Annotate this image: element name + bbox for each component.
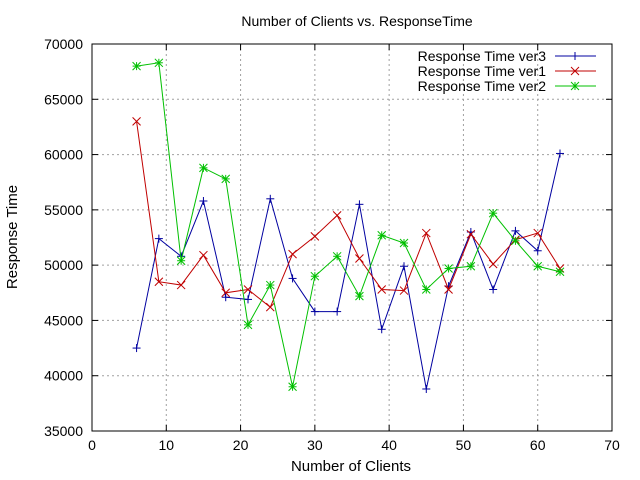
- data-point: [154, 277, 164, 287]
- data-point: [511, 236, 520, 246]
- data-point: [288, 274, 297, 283]
- chart-title: Number of Clients vs. ResponseTime: [241, 13, 473, 29]
- data-point: [221, 288, 231, 298]
- x-tick-label: 60: [530, 437, 546, 453]
- legend-label: Response Time ver2: [418, 78, 547, 94]
- data-point: [570, 81, 580, 91]
- data-point: [310, 271, 320, 281]
- data-point: [421, 285, 431, 294]
- data-point: [444, 285, 453, 294]
- data-point: [377, 325, 386, 334]
- x-tick-label: 70: [604, 437, 620, 453]
- data-point: [288, 382, 297, 392]
- data-point: [421, 228, 431, 238]
- legend-item: Response Time ver2: [418, 78, 596, 94]
- legend-label: Response Time ver3: [418, 48, 547, 64]
- data-point: [355, 254, 364, 263]
- data-point: [533, 228, 543, 238]
- data-point: [221, 293, 230, 302]
- data-point: [310, 232, 320, 241]
- x-axis: 0 10 20 30 40 50 60 70: [88, 44, 620, 453]
- y-tick-label: 60000: [44, 147, 83, 163]
- data-point: [154, 234, 163, 243]
- data-point: [466, 261, 476, 271]
- data-point: [399, 238, 409, 248]
- data-point: [400, 262, 408, 271]
- x-tick-label: 0: [88, 437, 96, 453]
- data-point: [355, 200, 364, 209]
- data-point: [132, 61, 141, 71]
- y-axis-label: Response Time: [4, 185, 21, 289]
- data-point: [333, 307, 342, 316]
- data-point: [199, 163, 208, 173]
- data-point: [332, 211, 342, 220]
- data-point: [221, 174, 231, 184]
- series-1: [132, 149, 564, 393]
- data-point: [243, 285, 253, 294]
- data-point: [555, 267, 565, 277]
- data-point: [511, 226, 520, 235]
- data-point: [176, 280, 186, 290]
- legend-item: Response Time ver1: [418, 63, 596, 79]
- data-point: [444, 264, 453, 273]
- data-point: [488, 259, 498, 269]
- x-tick-label: 10: [158, 437, 174, 453]
- data-point: [154, 58, 164, 68]
- grid: [92, 44, 612, 431]
- data-point: [176, 256, 186, 266]
- series-line: [136, 153, 561, 390]
- series-line: [136, 62, 561, 387]
- data-point: [377, 285, 387, 294]
- legend-label: Response Time ver1: [418, 63, 547, 79]
- series-2: [132, 117, 565, 312]
- x-axis-label: Number of Clients: [291, 458, 411, 475]
- series-layer: [132, 58, 565, 393]
- data-point: [243, 320, 253, 330]
- y-tick-label: 55000: [44, 202, 83, 218]
- y-tick-label: 70000: [44, 36, 83, 52]
- data-point: [399, 286, 409, 295]
- data-point: [265, 280, 275, 290]
- data-point: [132, 344, 141, 353]
- y-tick-label: 50000: [44, 257, 83, 273]
- data-point: [570, 66, 580, 76]
- x-tick-label: 40: [381, 437, 397, 453]
- x-tick-label: 30: [307, 437, 323, 453]
- data-point: [244, 295, 252, 304]
- data-point: [571, 52, 579, 60]
- data-point: [377, 230, 387, 240]
- data-point: [288, 249, 297, 259]
- x-tick-label: 50: [456, 437, 472, 453]
- data-point: [556, 149, 564, 158]
- data-point: [332, 251, 342, 261]
- x-tick-label: 20: [233, 437, 249, 453]
- series-3: [132, 58, 565, 392]
- y-tick-label: 35000: [44, 423, 83, 439]
- y-tick-label: 45000: [44, 312, 83, 328]
- data-point: [533, 246, 542, 255]
- data-point: [488, 208, 498, 218]
- data-point: [489, 285, 498, 294]
- data-point: [533, 261, 543, 271]
- y-axis: 35000 40000 45000 50000 55000 60000 65000 70000: [44, 36, 612, 439]
- data-point: [466, 229, 476, 239]
- data-point: [132, 117, 141, 126]
- data-point: [355, 291, 364, 301]
- data-point: [199, 197, 208, 206]
- data-point: [310, 307, 319, 316]
- data-point: [266, 194, 275, 203]
- data-point: [199, 250, 208, 260]
- y-tick-label: 40000: [44, 368, 83, 384]
- series-line: [136, 121, 561, 308]
- plot-frame: [91, 43, 613, 432]
- data-point: [265, 302, 275, 312]
- y-tick-label: 65000: [44, 91, 83, 107]
- data-point: [422, 384, 431, 393]
- legend-item: Response Time ver3: [418, 48, 596, 64]
